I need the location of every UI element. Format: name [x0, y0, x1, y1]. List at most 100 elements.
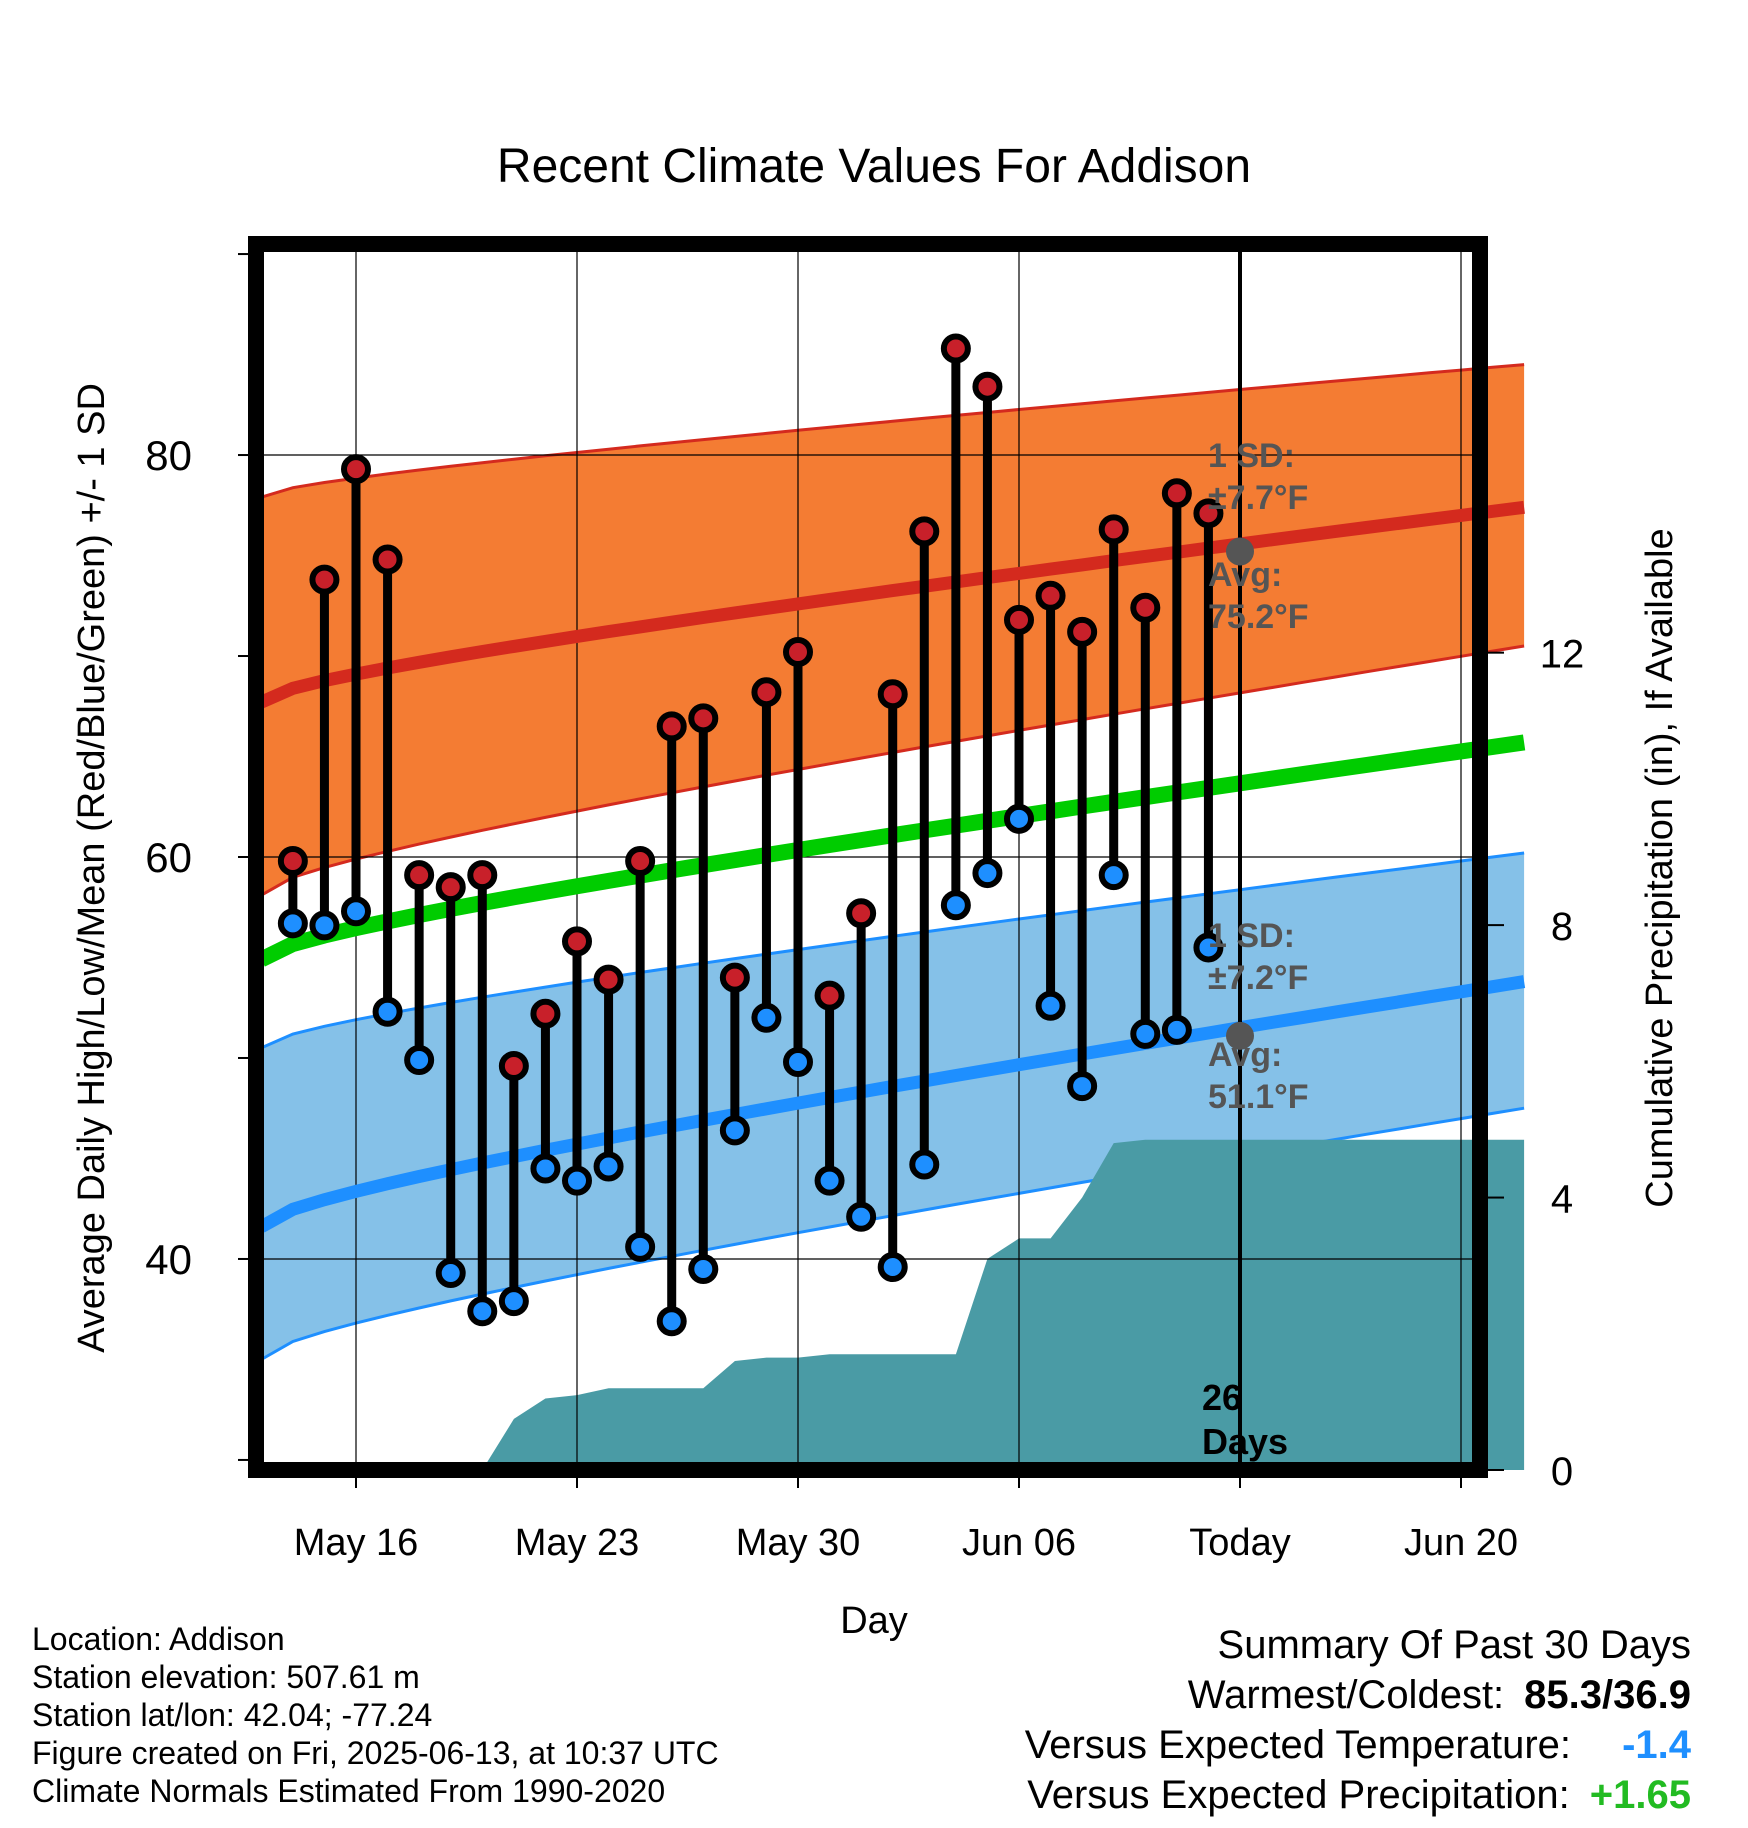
low-point — [435, 1258, 466, 1289]
low-avg-marker — [1226, 1021, 1254, 1050]
summary-temp-label: Versus Expected Temperature: — [1024, 1723, 1571, 1767]
low-point — [656, 1306, 687, 1337]
info-created: Figure created on Fri, 2025-06-13, at 10… — [32, 1735, 719, 1771]
high-point — [530, 998, 561, 1029]
low-point — [562, 1165, 592, 1196]
high-point — [1098, 514, 1129, 545]
high-point — [1161, 478, 1192, 509]
low-point — [1004, 803, 1034, 834]
low-point — [688, 1254, 719, 1285]
high-point — [1193, 498, 1224, 529]
x-tick-label: Jun 20 — [1404, 1522, 1518, 1564]
high-point — [1130, 592, 1161, 623]
info-elevation: Station elevation: 507.61 m — [32, 1659, 420, 1695]
y-tick-label: 60 — [145, 834, 192, 881]
y-axis-label: Average Daily High/Low/Mean (Red/Blue/Gr… — [71, 383, 113, 1353]
high-point — [467, 860, 498, 891]
high-point — [341, 454, 371, 485]
high-point — [846, 898, 877, 929]
y2-tick-label: 4 — [1551, 1178, 1573, 1222]
summary-title: Summary Of Past 30 Days — [1217, 1623, 1691, 1667]
high-point — [372, 544, 403, 575]
precipitation-area — [482, 1139, 1525, 1470]
low-point — [1193, 932, 1224, 963]
low-sd-annotation: 1 SD: ±7.2°F — [1208, 917, 1308, 997]
summary-precip-label: Versus Expected Precipitation: — [1027, 1773, 1570, 1817]
y2-tick-label: 0 — [1551, 1450, 1573, 1494]
high-point — [972, 371, 1003, 402]
high-point — [1004, 604, 1034, 635]
days-annotation: 26 Days — [1202, 1377, 1288, 1462]
y2-tick-label: 12 — [1540, 633, 1585, 677]
low-point — [530, 1153, 561, 1184]
low-point — [467, 1296, 498, 1327]
plot-frame — [248, 236, 1488, 1478]
low-point — [877, 1252, 908, 1283]
summary-warmest-row: Warmest/Coldest: 85.3/36.9 — [1025, 1670, 1691, 1720]
high-point — [688, 703, 719, 734]
station-info: Location: Addison Station elevation: 507… — [32, 1620, 719, 1810]
low-point — [309, 910, 340, 941]
low-point — [1161, 1014, 1192, 1045]
high-point — [309, 564, 340, 595]
high-point — [877, 679, 908, 710]
low-point — [1067, 1071, 1098, 1102]
low-point — [1130, 1018, 1161, 1049]
low-point — [972, 858, 1003, 889]
low-avg-annotation: Avg: 51.1°F — [1208, 1036, 1309, 1116]
high-point — [783, 636, 813, 667]
high-point — [277, 846, 308, 877]
y-tick-label: 80 — [145, 432, 192, 479]
high-point — [498, 1051, 529, 1082]
info-location: Location: Addison — [32, 1621, 285, 1657]
high-point — [625, 846, 656, 877]
x-tick-label: May 23 — [515, 1522, 640, 1564]
high-point — [404, 860, 435, 891]
low-point — [1098, 860, 1129, 891]
low-point — [372, 996, 403, 1027]
summary-precip-value: +1.65 — [1589, 1773, 1691, 1817]
x-tick-label: Jun 06 — [962, 1522, 1076, 1564]
normal-high-line — [258, 500, 1525, 709]
summary-temp-row: Versus Expected Temperature: -1.4 — [1025, 1720, 1691, 1770]
plot-area: 1 SD: ±7.7°F Avg: 75.2°F 1 SD: ±7.2°F Avg: 51.1… — [145, 236, 1585, 1564]
summary-panel: Summary Of Past 30 Days Warmest/Coldest:… — [1025, 1620, 1691, 1820]
high-point — [814, 980, 845, 1011]
low-point — [846, 1201, 877, 1232]
summary-temp-value: -1.4 — [1622, 1723, 1691, 1767]
high-point — [1067, 616, 1098, 647]
low-point — [909, 1149, 940, 1180]
high-sd-upper-edge — [260, 363, 1525, 499]
info-normals: Climate Normals Estimated From 1990-2020 — [32, 1773, 666, 1809]
summary-warmest-label: Warmest/Coldest: — [1187, 1673, 1505, 1717]
low-point — [341, 896, 371, 927]
low-point — [719, 1115, 750, 1146]
low-point — [751, 1002, 782, 1033]
high-point — [593, 964, 624, 995]
low-point — [783, 1047, 813, 1078]
x-tick-label: May 16 — [294, 1522, 419, 1564]
low-point — [404, 1044, 435, 1075]
low-point — [814, 1165, 845, 1196]
high-point — [562, 926, 592, 957]
y2-axis-label: Cumulative Precipitation (in), If Availa… — [1639, 528, 1681, 1207]
high-point — [940, 333, 971, 364]
x-tick-label: Today — [1189, 1522, 1290, 1564]
high-point — [719, 962, 750, 993]
y2-tick-label: 8 — [1551, 905, 1573, 949]
low-point — [625, 1231, 656, 1262]
low-point — [1035, 990, 1066, 1021]
y-tick-label: 40 — [145, 1236, 192, 1283]
high-point — [1035, 580, 1066, 611]
low-point — [498, 1286, 529, 1317]
low-point — [277, 908, 308, 939]
high-sd-annotation: 1 SD: ±7.7°F — [1208, 437, 1308, 517]
low-point — [593, 1151, 624, 1182]
high-point — [656, 711, 687, 742]
high-point — [751, 677, 782, 708]
high-avg-annotation: Avg: 75.2°F — [1208, 556, 1309, 636]
high-point — [435, 872, 466, 903]
low-point — [940, 890, 971, 921]
x-tick-label: May 30 — [736, 1522, 861, 1564]
